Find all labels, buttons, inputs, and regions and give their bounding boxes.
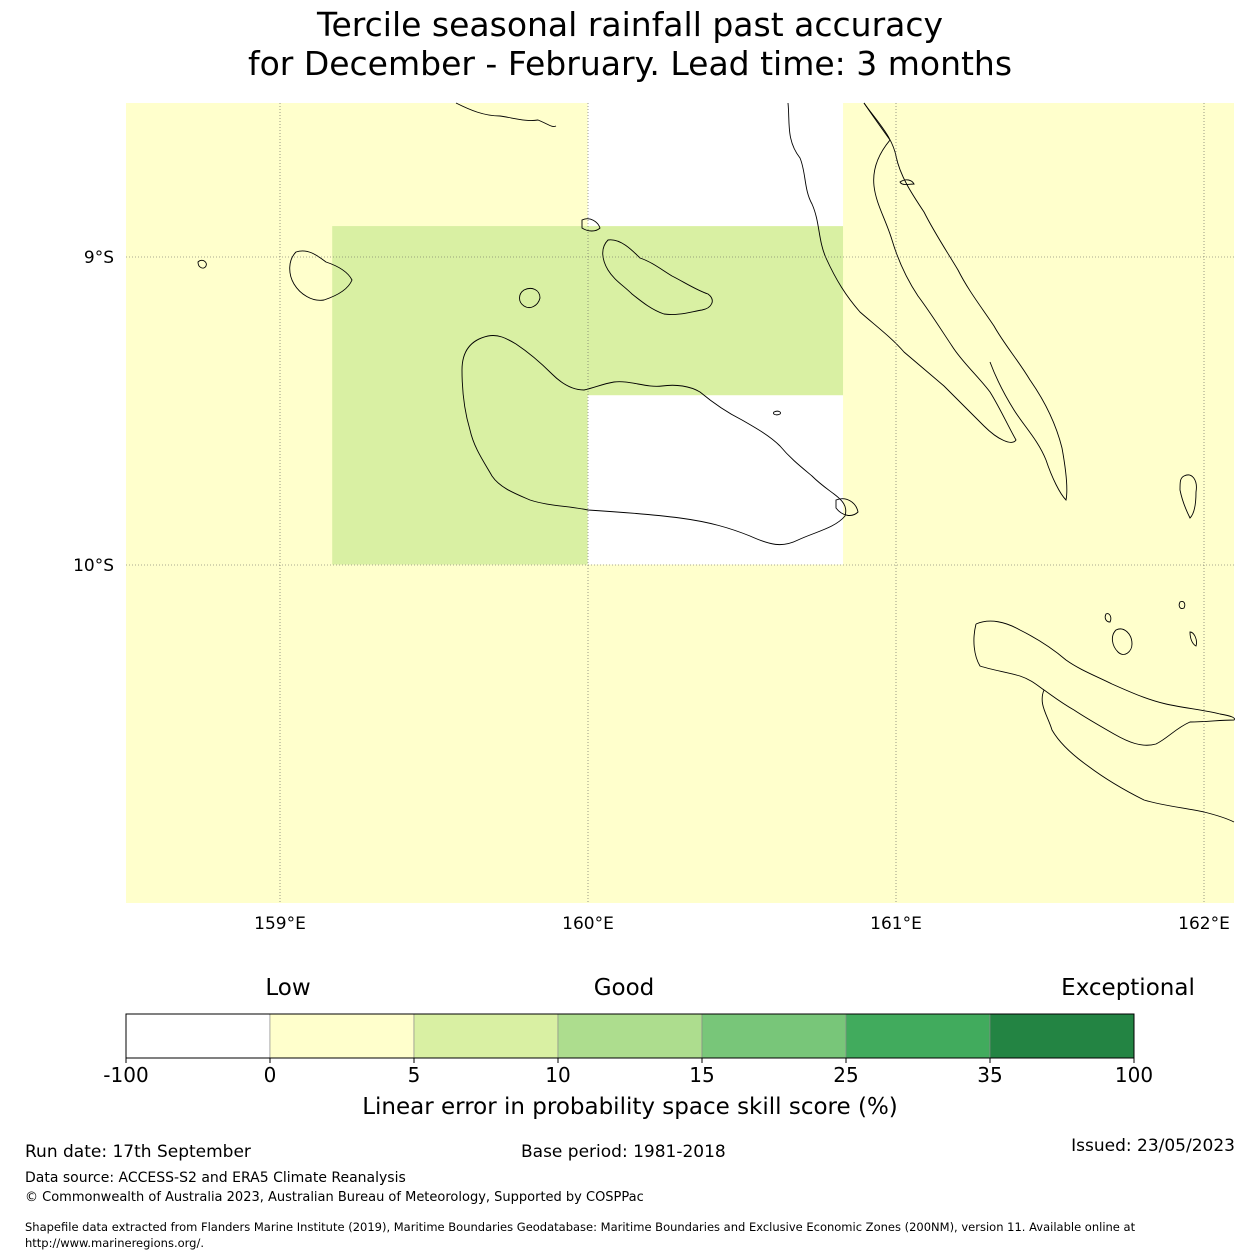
category-low: Low (265, 975, 310, 1001)
coastline-nggela (602, 239, 713, 315)
lon-label-159e: 159°E (254, 914, 306, 934)
copyright: © Commonwealth of Australia 2023, Austra… (25, 1190, 644, 1205)
colorbar-tick-label-4: 15 (689, 1063, 714, 1087)
coastline-islet-florida (581, 218, 601, 232)
coastline-savo (519, 287, 541, 309)
colorbar-tick-label-5: 25 (833, 1063, 858, 1087)
map-cell-0 (126, 103, 333, 565)
colorbar-label: Linear error in probability space skill … (362, 1094, 898, 1120)
coastline-islet-nw (197, 259, 207, 269)
coastline-northwest (455, 102, 557, 127)
colorbar-tick-label-1: 0 (264, 1063, 277, 1087)
graticule (126, 103, 1234, 903)
map-cell-5 (843, 103, 1234, 565)
base-period: Base period: 1981-2018 (521, 1142, 726, 1162)
lat-label-9s: 9°S (84, 248, 114, 268)
category-good: Good (594, 975, 655, 1001)
map-cell-1 (332, 226, 588, 565)
colorbar-tick-label-7: 100 (1115, 1063, 1153, 1087)
colorbar-swatch-5 (845, 1013, 991, 1059)
colorbar-swatch-4 (701, 1013, 847, 1059)
chart-title-line-2: for December - February. Lead time: 3 mo… (247, 44, 1013, 83)
coastline-ulawa (1111, 628, 1133, 655)
coastline-makira (975, 620, 1235, 823)
map-cell-4 (587, 395, 844, 565)
lon-axis: 159°E 160°E 161°E 162°E (254, 914, 1230, 934)
colorbar-tick-label-6: 35 (977, 1063, 1002, 1087)
coastline-islet-ms (773, 410, 781, 416)
colorbar-swatch-6 (989, 1013, 1135, 1059)
colorbar-swatch-1 (269, 1013, 415, 1059)
map-cell-6 (126, 564, 1234, 903)
shapefile-credit-1: Shapefile data extracted from Flanders M… (25, 1220, 1136, 1234)
colorbar-swatch-0 (125, 1013, 271, 1059)
coastline-islet-se1 (1104, 613, 1112, 623)
coastline-islet-east (1179, 474, 1197, 519)
colorbar-swatch-2 (413, 1013, 559, 1059)
colorbar-swatch-3 (557, 1013, 703, 1059)
map-cell-3 (587, 103, 844, 227)
coastline-islet-se2 (1178, 601, 1186, 609)
colorbar: Low Good Exceptional -100 0 5 10 15 25 35 100 L… (103, 975, 1195, 1120)
category-exceptional: Exceptional (1061, 975, 1195, 1001)
lat-label-10s: 10°S (73, 556, 114, 576)
lon-label-160e: 160°E (562, 914, 614, 934)
coastline-guadalcanal (461, 335, 847, 546)
map-cell-2 (587, 226, 844, 396)
coastline-islet-se3 (1189, 631, 1197, 647)
coastline-islet-2 (899, 179, 915, 185)
coastline-malaita (787, 102, 1017, 443)
colorbar-tick-label-3: 10 (545, 1063, 570, 1087)
map-panel (126, 102, 1235, 903)
data-source: Data source: ACCESS-S2 and ERA5 Climate … (25, 1170, 406, 1186)
lon-label-161e: 161°E (870, 914, 922, 934)
coastline-islet-1 (835, 498, 859, 516)
lat-axis: 9°S 10°S (73, 248, 114, 576)
run-date: Run date: 17th September (25, 1142, 251, 1162)
colorbar-categories: Low Good Exceptional (265, 975, 1194, 1001)
shapefile-credit-2: http://www.marineregions.org/. (25, 1236, 204, 1250)
coastline-makira-west (973, 623, 1045, 691)
coastline-malaita-north (863, 102, 1068, 501)
issued-date: Issued: 23/05/2023 (1071, 1136, 1235, 1156)
coastline-russell-islands (289, 250, 353, 301)
colorbar-frame (125, 1013, 1135, 1059)
coastlines (197, 102, 1235, 823)
lon-label-162e: 162°E (1178, 914, 1230, 934)
chart-title-line-1: Tercile seasonal rainfall past accuracy (316, 5, 944, 44)
colorbar-tick-label-2: 5 (408, 1063, 421, 1087)
colorbar-tick-label-0: -100 (103, 1063, 148, 1087)
